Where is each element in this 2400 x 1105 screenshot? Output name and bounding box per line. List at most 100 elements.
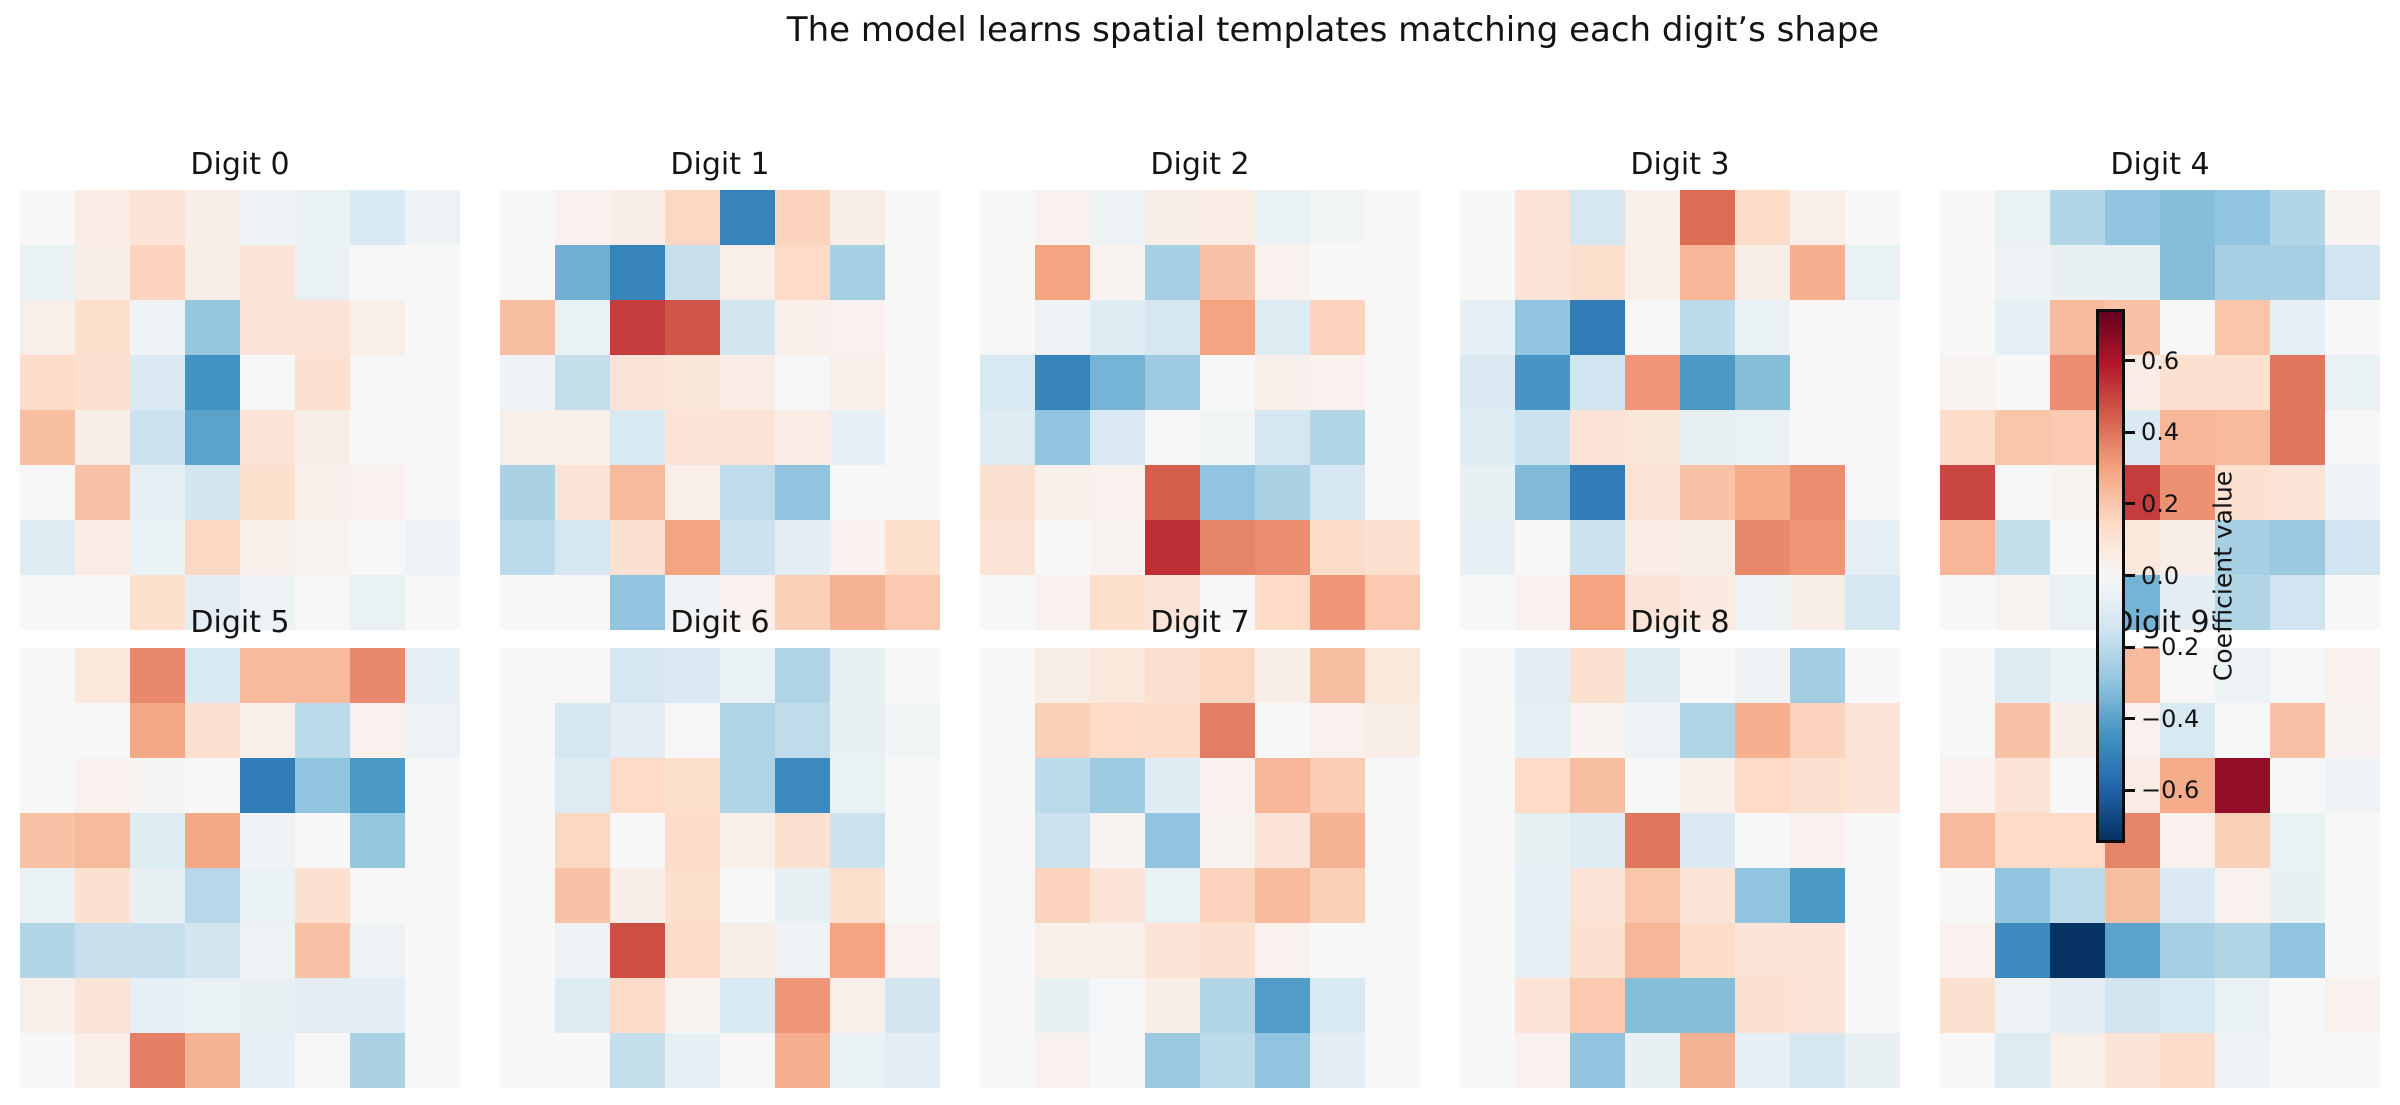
heatmap-cell <box>1200 1033 1255 1088</box>
heatmap-cell <box>1200 758 1255 813</box>
panel-title: Digit 0 <box>190 147 290 182</box>
heatmap-cell <box>1365 245 1420 300</box>
heatmap-cell <box>1735 978 1790 1033</box>
heatmap-panel-6: Digit 6 <box>500 605 940 1088</box>
heatmap-cell <box>1940 813 1995 868</box>
heatmap-cell <box>1200 813 1255 868</box>
heatmap-cell <box>1255 245 1310 300</box>
heatmap-cell <box>405 703 460 758</box>
heatmap-cell <box>1255 648 1310 703</box>
heatmap-cell <box>2270 465 2325 520</box>
heatmap-cell <box>2325 923 2380 978</box>
heatmap-cell <box>1255 520 1310 575</box>
heatmap-cell <box>500 410 555 465</box>
heatmap-cell <box>1625 868 1680 923</box>
heatmap-cell <box>295 758 350 813</box>
heatmap-cell <box>20 703 75 758</box>
heatmap-cell <box>1735 465 1790 520</box>
heatmap-cell <box>75 978 130 1033</box>
heatmap-cell <box>1845 1033 1900 1088</box>
heatmap-cell <box>1515 648 1570 703</box>
heatmap-cell <box>1090 410 1145 465</box>
heatmap-cell <box>2050 575 2105 630</box>
heatmap-cell <box>2105 1033 2160 1088</box>
heatmap-cell <box>1090 813 1145 868</box>
heatmap-grid <box>20 648 460 1088</box>
heatmap-cell <box>1310 1033 1365 1088</box>
heatmap-cell <box>885 575 940 630</box>
heatmap-cell <box>1680 758 1735 813</box>
heatmap-cell <box>1515 410 1570 465</box>
heatmap-cell <box>555 465 610 520</box>
heatmap-cell <box>1035 703 1090 758</box>
heatmap-cell <box>1090 520 1145 575</box>
heatmap-cell <box>185 575 240 630</box>
heatmap-cell <box>2215 648 2270 703</box>
heatmap-cell <box>2050 868 2105 923</box>
heatmap-cell <box>1680 465 1735 520</box>
heatmap-cell <box>720 978 775 1033</box>
heatmap-cell <box>2050 245 2105 300</box>
heatmap-grid <box>500 648 940 1088</box>
heatmap-cell <box>240 190 295 245</box>
heatmap-cell <box>980 648 1035 703</box>
heatmap-cell <box>885 300 940 355</box>
heatmap-cell <box>405 355 460 410</box>
heatmap-cell <box>1995 978 2050 1033</box>
heatmap-cell <box>555 1033 610 1088</box>
heatmap-cell <box>2050 648 2105 703</box>
heatmap-cell <box>240 868 295 923</box>
panel-title: Digit 5 <box>190 605 290 640</box>
heatmap-cell <box>830 465 885 520</box>
heatmap-cell <box>240 410 295 465</box>
heatmap-cell <box>1090 923 1145 978</box>
colorbar-axis-label: Coefficient value <box>2208 470 2238 682</box>
colorbar-gradient <box>2096 309 2125 843</box>
heatmap-cell <box>555 923 610 978</box>
heatmap-cell <box>2270 190 2325 245</box>
heatmap-cell <box>2215 355 2270 410</box>
heatmap-cell <box>185 813 240 868</box>
heatmap-grid <box>500 190 940 630</box>
heatmap-cell <box>1035 813 1090 868</box>
heatmap-cell <box>350 978 405 1033</box>
heatmap-cell <box>20 978 75 1033</box>
heatmap-panel-7: Digit 7 <box>980 605 1420 1088</box>
heatmap-cell <box>75 703 130 758</box>
heatmap-cell <box>775 575 830 630</box>
heatmap-cell <box>2270 868 2325 923</box>
heatmap-cell <box>830 1033 885 1088</box>
heatmap-cell <box>1940 648 1995 703</box>
heatmap-cell <box>1365 190 1420 245</box>
heatmap-cell <box>1790 190 1845 245</box>
heatmap-cell <box>2325 813 2380 868</box>
heatmap-cell <box>2325 355 2380 410</box>
heatmap-cell <box>2270 648 2325 703</box>
heatmap-cell <box>2215 300 2270 355</box>
heatmap-cell <box>350 300 405 355</box>
heatmap-cell <box>185 355 240 410</box>
heatmap-cell <box>2215 410 2270 465</box>
heatmap-cell <box>2270 245 2325 300</box>
heatmap-panel-9: Digit 9 <box>1940 605 2380 1088</box>
heatmap-cell <box>1460 1033 1515 1088</box>
heatmap-cell <box>555 648 610 703</box>
heatmap-cell <box>830 648 885 703</box>
heatmap-cell <box>720 190 775 245</box>
heatmap-cell <box>2105 978 2160 1033</box>
heatmap-cell <box>1365 355 1420 410</box>
heatmap-cell <box>885 648 940 703</box>
heatmap-cell <box>830 868 885 923</box>
heatmap-cell <box>2050 190 2105 245</box>
heatmap-cell <box>1035 1033 1090 1088</box>
heatmap-cell <box>295 190 350 245</box>
heatmap-cell <box>1790 245 1845 300</box>
heatmap-cell <box>1995 758 2050 813</box>
heatmap-cell <box>885 923 940 978</box>
heatmap-cell <box>2105 923 2160 978</box>
heatmap-cell <box>1790 703 1845 758</box>
heatmap-cell <box>1940 190 1995 245</box>
heatmap-cell <box>1625 355 1680 410</box>
heatmap-cell <box>775 923 830 978</box>
heatmap-cell <box>555 300 610 355</box>
